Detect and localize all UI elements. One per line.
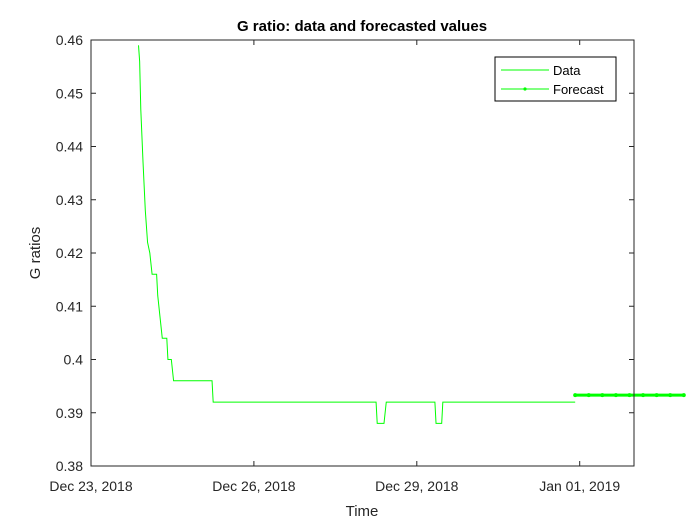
x-axis-ticks: Dec 23, 2018 Dec 26, 2018 Dec 29, 2018 Jan …	[49, 40, 620, 494]
x-tick-label: Jan 01, 2019	[539, 478, 620, 494]
series-point-forecast	[586, 393, 591, 398]
y-tick-label: 0.41	[56, 298, 83, 314]
x-axis-label: Time	[346, 503, 379, 520]
y-tick-label: 0.43	[56, 192, 83, 208]
series-point-forecast	[627, 393, 632, 398]
y-tick-label: 0.45	[56, 85, 83, 101]
plot-frame	[90, 39, 635, 467]
series-layer	[138, 45, 686, 424]
x-tick-label: Dec 23, 2018	[49, 478, 132, 494]
legend: Data Forecast	[494, 56, 617, 102]
x-tick-label: Dec 26, 2018	[212, 478, 295, 494]
y-axis-ticks: 0.38 0.39 0.4 0.41 0.42 0.43 0.44 0.45 0.46	[56, 32, 634, 474]
legend-label-forecast: Forecast	[553, 82, 604, 97]
series-point-forecast	[641, 393, 646, 398]
series-point-forecast	[654, 393, 659, 398]
plot-area	[91, 40, 634, 466]
series-point-forecast	[613, 393, 618, 398]
y-axis-label: G ratios	[27, 227, 44, 280]
y-tick-label: 0.44	[56, 139, 83, 155]
y-tick-label: 0.42	[56, 245, 83, 261]
legend-label-data: Data	[553, 63, 581, 78]
series-line-data	[138, 45, 576, 424]
series-point-forecast	[681, 393, 686, 398]
y-tick-label: 0.46	[56, 32, 83, 48]
y-tick-label: 0.38	[56, 458, 83, 474]
y-tick-label: 0.39	[56, 405, 83, 421]
x-tick-label: Dec 29, 2018	[375, 478, 458, 494]
series-point-forecast	[600, 393, 605, 398]
series-point-forecast	[668, 393, 673, 398]
legend-box	[494, 56, 617, 102]
chart-title: G ratio: data and forecasted values	[237, 18, 487, 35]
legend-marker-forecast	[523, 87, 527, 91]
series-point-forecast	[573, 393, 578, 398]
y-tick-label: 0.4	[64, 352, 84, 368]
